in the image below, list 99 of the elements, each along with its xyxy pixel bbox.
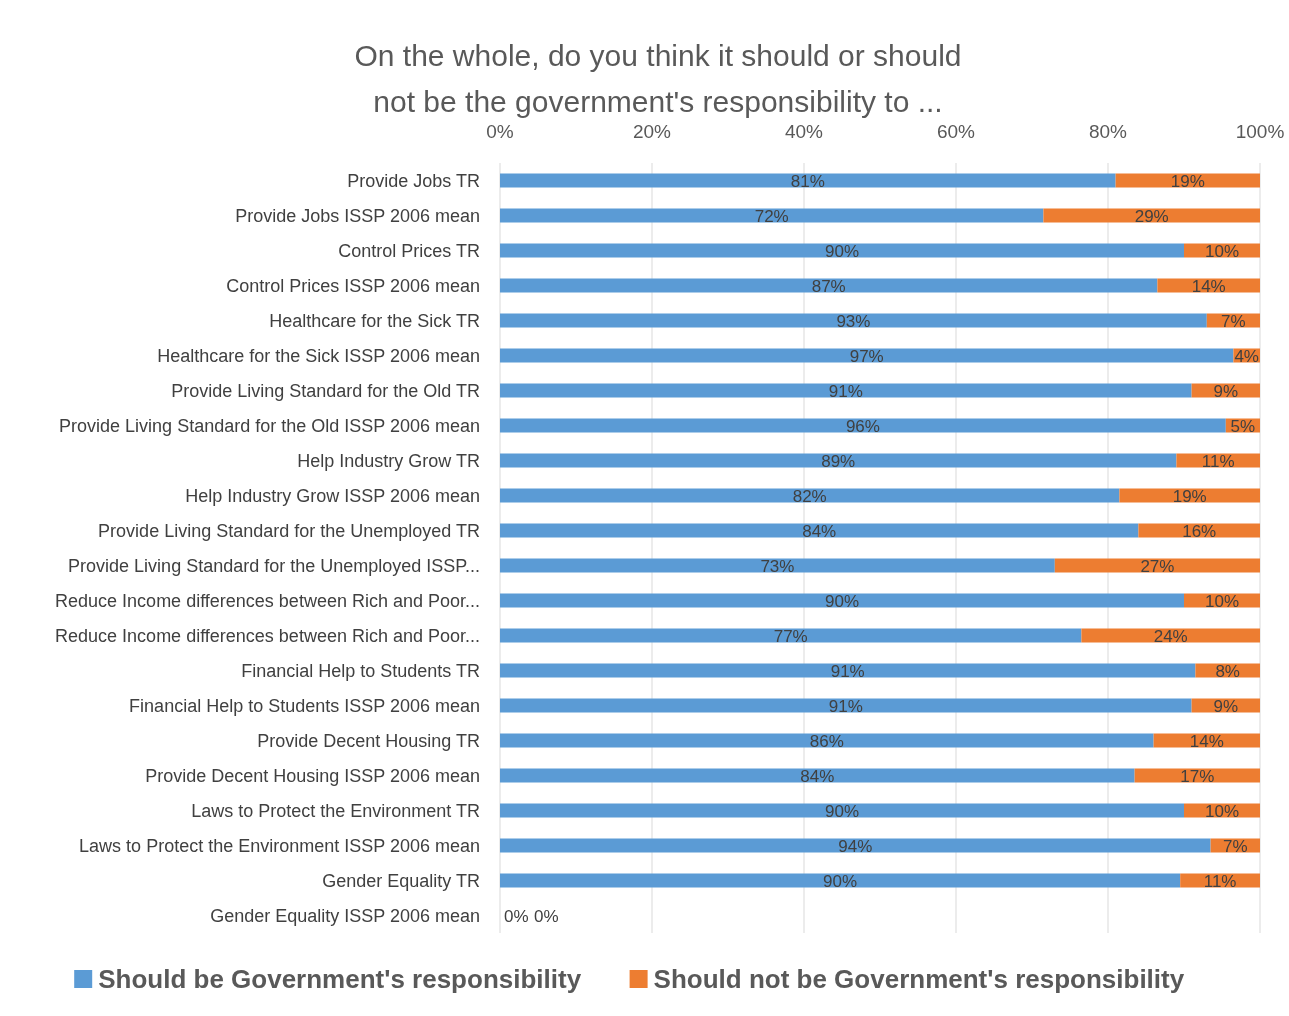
bar xyxy=(500,173,1116,188)
bar xyxy=(500,243,1184,258)
data-label: 5% xyxy=(1230,416,1256,436)
y-tick-label: Provide Living Standard for the Unemployed ISSP... xyxy=(68,555,480,576)
data-label: 77% xyxy=(773,626,808,646)
bar xyxy=(1054,558,1260,573)
y-tick-label: Gender Equality TR xyxy=(322,870,480,891)
x-tick-label: 0% xyxy=(486,121,514,142)
bar xyxy=(500,768,1135,783)
x-tick-label: 60% xyxy=(936,121,976,142)
bar xyxy=(500,593,1184,608)
data-label: 10% xyxy=(1204,801,1240,821)
y-tick-label: Healthcare for the Sick TR xyxy=(269,310,480,331)
bar xyxy=(500,663,1196,678)
legend-label: Should not be Government's responsibility xyxy=(653,964,1185,994)
bar xyxy=(500,418,1226,433)
bar xyxy=(500,348,1234,363)
y-tick-label: Provide Decent Housing TR xyxy=(257,730,480,751)
data-label: 94% xyxy=(838,836,873,856)
data-label: 14% xyxy=(1189,731,1224,751)
y-tick-label: Help Industry Grow ISSP 2006 mean xyxy=(185,485,480,506)
data-label: 10% xyxy=(1204,591,1240,611)
y-tick-label: Help Industry Grow TR xyxy=(297,450,480,471)
y-tick-label: Financial Help to Students TR xyxy=(241,660,480,681)
data-label: 19% xyxy=(1170,171,1205,191)
data-label: 24% xyxy=(1153,626,1188,646)
data-label: 0% xyxy=(504,906,529,926)
data-label: 82% xyxy=(792,486,827,506)
data-label: 90% xyxy=(824,591,860,611)
bar xyxy=(1081,628,1260,643)
y-tick-label: Control Prices TR xyxy=(338,240,480,261)
data-label: 87% xyxy=(811,276,846,296)
data-label: 91% xyxy=(830,661,865,681)
data-label: 84% xyxy=(802,521,837,541)
y-tick-label: Laws to Protect the Environment ISSP 2006 mean xyxy=(79,835,480,856)
data-label: 11% xyxy=(1201,451,1235,471)
data-label: 72% xyxy=(754,206,789,226)
bar xyxy=(500,523,1139,538)
bar xyxy=(500,873,1181,888)
y-tick-label: Provide Decent Housing ISSP 2006 mean xyxy=(145,765,480,786)
bar xyxy=(500,838,1211,853)
data-label: 86% xyxy=(809,731,844,751)
data-label: 8% xyxy=(1215,661,1240,681)
y-tick-label: Gender Equality ISSP 2006 mean xyxy=(210,905,480,926)
data-label: 97% xyxy=(849,346,884,366)
y-tick-label: Laws to Protect the Environment TR xyxy=(191,800,480,821)
data-label: 93% xyxy=(836,311,871,331)
data-label: 9% xyxy=(1213,696,1239,716)
data-label: 90% xyxy=(823,871,858,891)
data-label: 11% xyxy=(1203,871,1237,891)
data-label: 96% xyxy=(845,416,880,436)
data-label: 27% xyxy=(1140,556,1175,576)
y-tick-label: Provide Living Standard for the Old TR xyxy=(171,380,480,401)
x-tick-label: 100% xyxy=(1235,121,1285,142)
y-tick-label: Financial Help to Students ISSP 2006 mean xyxy=(129,695,480,716)
legend-label: Should be Government's responsibility xyxy=(98,964,582,994)
bar xyxy=(500,803,1184,818)
y-tick-label: Reduce Income differences between Rich and Poor... xyxy=(55,625,480,646)
bar xyxy=(500,698,1192,713)
chart-title: On the whole, do you think it should or should not be the government's responsibility to ... xyxy=(354,39,962,118)
x-tick-label: 40% xyxy=(784,121,824,142)
data-label: 16% xyxy=(1182,521,1217,541)
y-tick-label: Provide Jobs TR xyxy=(347,170,480,191)
bar xyxy=(500,208,1044,223)
data-label: 73% xyxy=(760,556,795,576)
x-tick-label: 20% xyxy=(632,121,672,142)
y-tick-label: Provide Living Standard for the Old ISSP 2006 mean xyxy=(59,415,480,436)
bar xyxy=(500,453,1177,468)
y-tick-label: Reduce Income differences between Rich and Poor... xyxy=(55,590,480,611)
y-tick-label: Control Prices ISSP 2006 mean xyxy=(226,275,480,296)
x-tick-label: 80% xyxy=(1088,121,1128,142)
y-tick-label: Provide Jobs ISSP 2006 mean xyxy=(235,205,480,226)
y-tick-label: Healthcare for the Sick ISSP 2006 mean xyxy=(157,345,480,366)
data-label: 91% xyxy=(828,381,863,401)
data-label: 14% xyxy=(1191,276,1226,296)
bar xyxy=(500,488,1120,503)
bar xyxy=(500,628,1082,643)
data-label: 19% xyxy=(1172,486,1207,506)
y-tick-label: Provide Living Standard for the Unemployed TR xyxy=(98,520,480,541)
bar xyxy=(500,383,1192,398)
data-label: 81% xyxy=(790,171,825,191)
data-label: 7% xyxy=(1221,311,1246,331)
data-label: 29% xyxy=(1134,206,1169,226)
data-label: 10% xyxy=(1204,241,1240,261)
bar xyxy=(500,313,1207,328)
data-label: 89% xyxy=(821,451,856,471)
data-label: 7% xyxy=(1223,836,1248,856)
data-label: 84% xyxy=(800,766,835,786)
bar xyxy=(1043,208,1260,223)
bar xyxy=(500,558,1055,573)
bar xyxy=(500,733,1154,748)
data-label: 0% xyxy=(534,906,559,926)
data-label: 90% xyxy=(824,801,860,821)
bar xyxy=(500,278,1158,293)
data-label: 90% xyxy=(824,241,860,261)
data-label: 4% xyxy=(1234,346,1259,366)
data-label: 9% xyxy=(1213,381,1239,401)
data-label: 17% xyxy=(1180,766,1215,786)
data-label: 91% xyxy=(828,696,863,716)
